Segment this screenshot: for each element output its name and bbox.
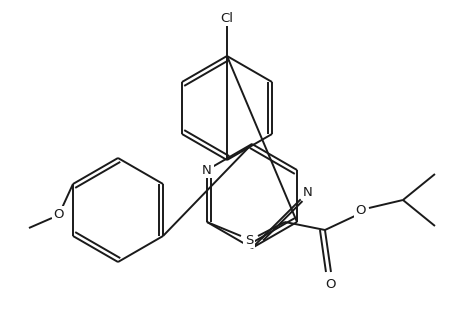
Text: O: O	[54, 208, 64, 220]
Text: S: S	[245, 233, 253, 246]
Text: O: O	[326, 278, 336, 291]
Text: O: O	[356, 204, 366, 217]
Text: Cl: Cl	[221, 11, 233, 24]
Text: N: N	[202, 163, 212, 176]
Text: N: N	[303, 185, 313, 198]
